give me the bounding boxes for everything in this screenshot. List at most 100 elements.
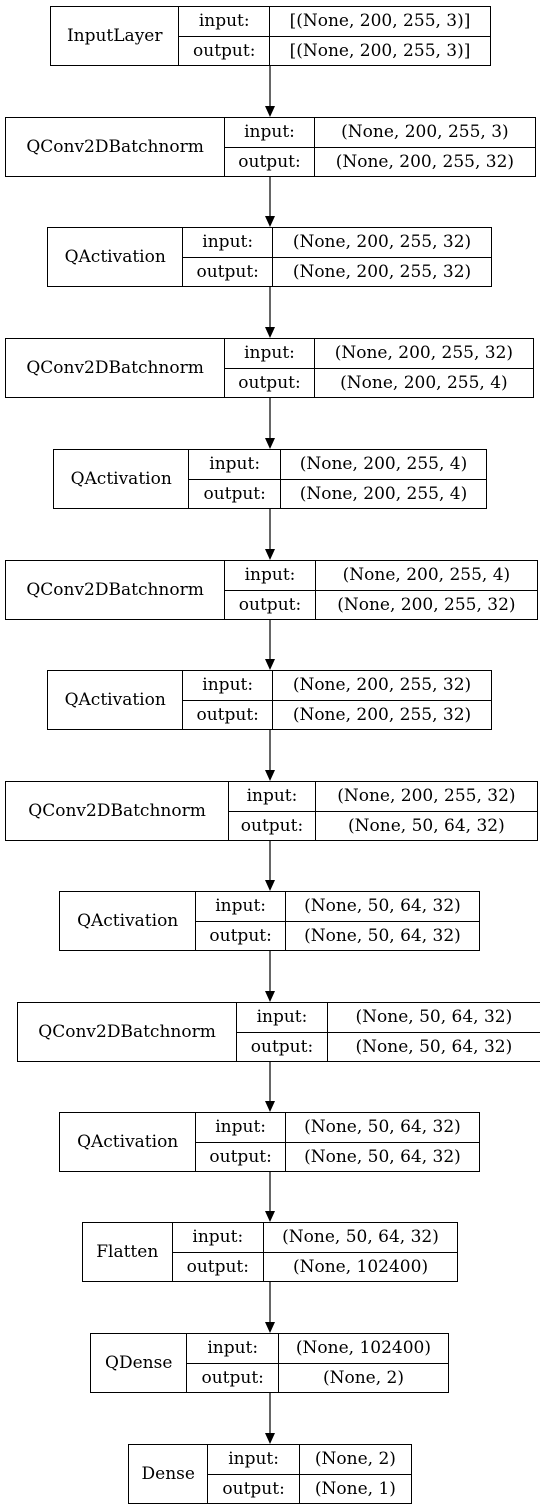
io-shapes: (None, 200, 255, 32) (None, 50, 64, 32) [315, 782, 537, 840]
output-shape: (None, 1) [314, 1478, 396, 1499]
io-shapes: (None, 50, 64, 32) (None, 50, 64, 32) [285, 892, 479, 950]
edge-arrow [265, 1282, 275, 1333]
input-label: input: [208, 1445, 299, 1475]
io-labels: input: output: [187, 1334, 279, 1392]
layer-name: QConv2DBatchnorm [6, 561, 226, 619]
input-label: input: [196, 1113, 285, 1143]
output-shape: [(None, 200, 255, 3)] [289, 40, 471, 61]
io-labels: input: output: [189, 450, 281, 508]
input-label: input: [183, 671, 272, 701]
output-shape: (None, 50, 64, 32) [348, 815, 505, 836]
input-label: input: [187, 1334, 278, 1364]
layer-name: InputLayer [51, 7, 180, 65]
edge-arrow [265, 1172, 275, 1222]
edge-arrow [265, 730, 275, 781]
layer-node: QActivation input: output: (None, 200, 255,… [47, 227, 492, 287]
input-shape: (None, 50, 64, 32) [285, 892, 479, 922]
io-labels: input: output: [225, 118, 315, 176]
layer-node: InputLayer input: output: [(None, 200, 255,… [50, 6, 491, 66]
input-label: input: [225, 339, 314, 369]
input-shape: (None, 200, 255, 32) [272, 671, 491, 701]
layer-name: Dense [129, 1445, 209, 1503]
edge-arrow [265, 1062, 275, 1112]
layer-node: QConv2DBatchnorm input: output: (None, 200,… [5, 338, 534, 398]
io-shapes: (None, 200, 255, 32) (None, 200, 255, 32) [272, 228, 491, 286]
layer-name: QActivation [54, 450, 190, 508]
output-label: output: [186, 1256, 249, 1277]
input-label: input: [196, 892, 285, 922]
layer-name: QConv2DBatchnorm [6, 118, 226, 176]
edge-arrow [265, 841, 275, 891]
io-labels: input: output: [183, 671, 273, 729]
io-shapes: (None, 200, 255, 4) (None, 200, 255, 4) [280, 450, 486, 508]
output-shape: (None, 2) [322, 1367, 404, 1388]
layer-node: QActivation input: output: (None, 50, 64, 3… [59, 1112, 480, 1172]
layer-node: QDense input: output: (None, 102400) (None, … [90, 1333, 449, 1393]
input-shape: (None, 200, 255, 32) [272, 228, 491, 258]
io-shapes: (None, 200, 255, 3) (None, 200, 255, 32) [314, 118, 535, 176]
output-shape: (None, 200, 255, 4) [299, 483, 468, 504]
io-labels: input: output: [196, 1113, 286, 1171]
output-label: output: [203, 483, 266, 504]
output-label: output: [238, 151, 301, 172]
output-shape: (None, 200, 255, 32) [335, 151, 515, 172]
output-label: output: [201, 1367, 264, 1388]
input-label: input: [229, 782, 315, 812]
input-label: input: [172, 1223, 264, 1253]
io-shapes: (None, 50, 64, 32) (None, 50, 64, 32) [285, 1113, 479, 1171]
edge-arrow [265, 398, 275, 449]
io-labels: input: output: [183, 228, 273, 286]
input-shape: (None, 102400) [278, 1334, 448, 1364]
output-shape: (None, 200, 255, 32) [337, 594, 516, 615]
output-label: output: [209, 1146, 272, 1167]
input-shape: (None, 2) [299, 1445, 411, 1475]
input-shape: (None, 200, 255, 32) [315, 782, 537, 812]
layer-name: QConv2DBatchnorm [18, 1003, 238, 1061]
output-label: output: [238, 594, 302, 615]
layer-name: QConv2DBatchnorm [6, 782, 230, 840]
output-label: output: [209, 925, 272, 946]
input-shape: (None, 50, 64, 32) [327, 1003, 540, 1033]
layer-name: Flatten [83, 1223, 173, 1281]
edge-arrow [265, 509, 275, 560]
input-label: input: [183, 228, 272, 258]
layer-node: QConv2DBatchnorm input: output: (None, 200,… [5, 560, 538, 620]
layer-name: QActivation [48, 671, 184, 729]
input-shape: (None, 200, 255, 4) [280, 450, 486, 480]
io-shapes: (None, 200, 255, 4) (None, 200, 255, 32) [315, 561, 537, 619]
layer-name: QActivation [48, 228, 184, 286]
io-labels: input: output: [196, 892, 286, 950]
layer-node: Dense input: output: (None, 2) (None, 1) [128, 1444, 412, 1504]
layer-node: QConv2DBatchnorm input: output: (None, 200,… [5, 781, 538, 841]
io-shapes: (None, 200, 255, 32) (None, 200, 255, 4) [314, 339, 533, 397]
layer-node: QActivation input: output: (None, 200, 255,… [53, 449, 487, 509]
input-label: input: [237, 1003, 327, 1033]
layer-node: QConv2DBatchnorm input: output: (None, 200,… [5, 117, 536, 177]
edge-arrow [265, 287, 275, 338]
output-label: output: [193, 40, 256, 61]
layer-node: QActivation input: output: (None, 50, 64, 3… [59, 891, 480, 951]
input-label: input: [179, 7, 270, 37]
input-shape: (None, 200, 255, 32) [314, 339, 533, 369]
io-labels: input: output: [237, 1003, 328, 1061]
io-shapes: (None, 50, 64, 32) (None, 102400) [264, 1223, 458, 1281]
input-label: input: [225, 118, 314, 148]
io-labels: input: output: [179, 7, 271, 65]
layer-node: Flatten input: output: (None, 50, 64, 32) (N… [82, 1222, 458, 1282]
output-label: output: [222, 1478, 285, 1499]
output-shape: (None, 102400) [292, 1256, 429, 1277]
io-labels: input: output: [229, 782, 316, 840]
io-labels: input: output: [208, 1445, 300, 1503]
input-label: input: [225, 561, 315, 591]
output-shape: (None, 200, 255, 32) [292, 704, 472, 725]
io-shapes: (None, 200, 255, 32) (None, 200, 255, 32) [272, 671, 491, 729]
layer-node: QConv2DBatchnorm input: output: (None, 50, … [17, 1002, 540, 1062]
input-label: input: [189, 450, 280, 480]
edge-arrow [265, 951, 275, 1002]
output-shape: (None, 200, 255, 4) [340, 372, 508, 393]
layer-name: QConv2DBatchnorm [6, 339, 226, 397]
output-label: output: [196, 704, 259, 725]
io-shapes: [(None, 200, 255, 3)] [(None, 200, 255, 3… [270, 7, 491, 65]
io-labels: input: output: [225, 339, 315, 397]
